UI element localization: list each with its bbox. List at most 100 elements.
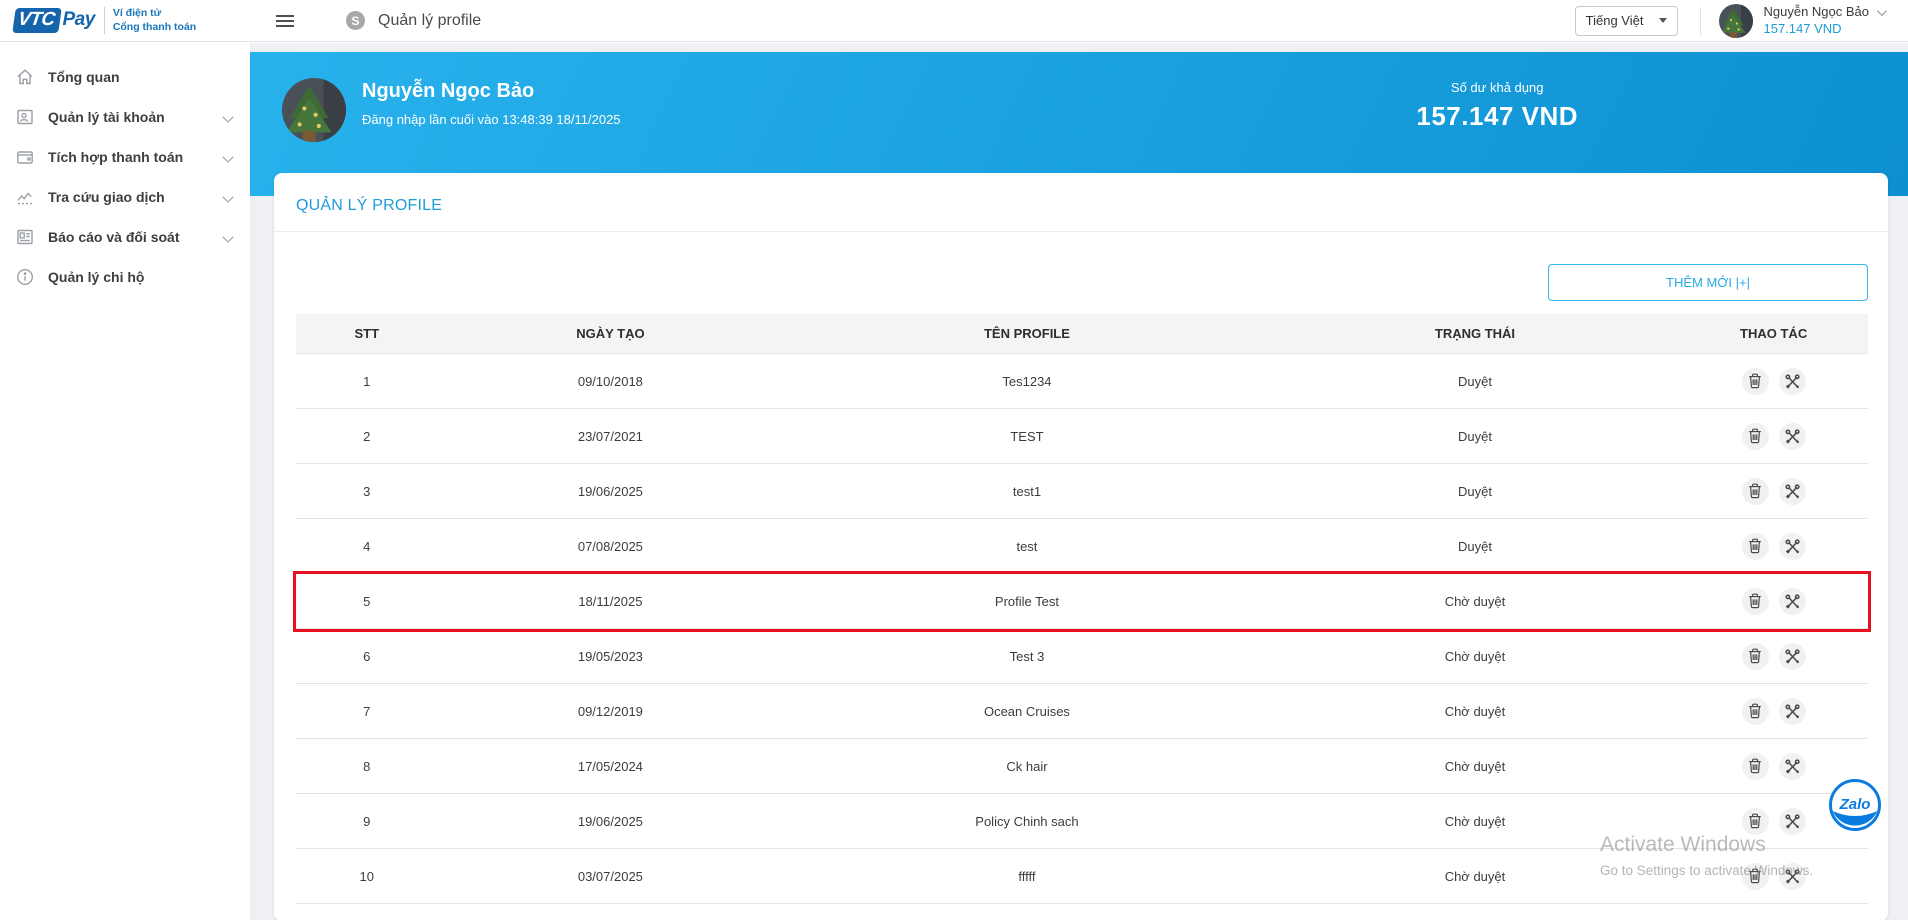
language-selector[interactable]: Tiếng Việt [1574, 5, 1679, 36]
cell-status: Chờ duyệt [1444, 758, 1506, 774]
cell-stt: 7 [363, 703, 371, 719]
cell-date-created: 09/12/2019 [577, 703, 643, 719]
tools-icon [1785, 758, 1800, 774]
table-row: 9 19/06/2025 Policy Chinh sach Chờ duyệt [296, 794, 1868, 849]
vtcpay-logo[interactable]: VTC Pay Ví điện tử Cổng thanh toán [0, 7, 250, 34]
sidebar-item-reports-reconciliation[interactable]: Báo cáo và đối soát [0, 217, 250, 257]
cell-date-created: 18/11/2025 [578, 593, 643, 609]
sidebar: Tổng quan Quản lý tài khoản Tích hợp tha… [0, 43, 250, 920]
tools-icon [1785, 483, 1800, 499]
cell-date-created: 23/07/2021 [577, 428, 643, 444]
profile-table: STT NGÀY TẠO TÊN PROFILE TRẠNG THÁI THAO… [296, 314, 1868, 904]
tools-icon [1785, 593, 1800, 609]
trash-icon [1749, 538, 1761, 554]
cell-actions [1679, 532, 1868, 560]
cell-profile-name: Test 3 [1009, 648, 1045, 664]
user-menu[interactable]: Nguyễn Ngọc Bảo 157.147 VND [1763, 3, 1887, 38]
delete-button[interactable] [1741, 477, 1769, 505]
cell-status: Duyệt [1457, 538, 1492, 554]
cell-stt: 9 [363, 813, 371, 829]
sidebar-item-account-management[interactable]: Quản lý tài khoản [0, 97, 250, 137]
delete-button[interactable] [1741, 367, 1769, 395]
cell-stt: 2 [363, 428, 371, 444]
delete-button[interactable] [1741, 422, 1769, 450]
user-banner: Nguyễn Ngọc Bảo Đăng nhập lần cuối vào 1… [250, 52, 1908, 196]
cell-profile-name: Tes1234 [1002, 373, 1052, 389]
language-selected-label: Tiếng Việt [1585, 13, 1644, 28]
tools-icon [1785, 428, 1800, 444]
header-stt: STT [354, 326, 380, 341]
user-name: Nguyễn Ngọc Bảo [1763, 3, 1869, 19]
table-row: 1 09/10/2018 Tes1234 Duyệt [296, 354, 1868, 409]
cell-date-created: 17/05/2024 [577, 758, 643, 774]
edit-tools-button[interactable] [1778, 752, 1806, 780]
chevron-down-icon [222, 191, 234, 203]
cell-stt: 1 [363, 373, 371, 389]
edit-tools-button[interactable] [1778, 422, 1806, 450]
sidebar-item-overview[interactable]: Tổng quan [0, 57, 250, 97]
cell-status: Chờ duyệt [1444, 813, 1506, 829]
cell-date-created: 19/06/2025 [577, 483, 643, 499]
divider [274, 231, 1888, 232]
delete-button[interactable] [1741, 587, 1769, 615]
table-row: 6 19/05/2023 Test 3 Chờ duyệt [296, 629, 1868, 684]
edit-tools-button[interactable] [1778, 862, 1806, 890]
cell-actions [1679, 587, 1868, 615]
delete-button[interactable] [1741, 752, 1769, 780]
table-row: 8 17/05/2024 Ck hair Chờ duyệt [296, 739, 1868, 794]
header-status: TRẠNG THÁI [1434, 326, 1516, 341]
header-actions: THAO TÁC [1740, 326, 1808, 341]
avatar-photo [282, 78, 346, 142]
tools-icon [1785, 648, 1800, 664]
balance-value: 157.147 VND [1416, 101, 1578, 131]
tools-icon [1785, 373, 1800, 389]
report-icon [14, 227, 36, 247]
sidebar-item-transaction-lookup[interactable]: Tra cứu giao dịch [0, 177, 250, 217]
delete-button[interactable] [1741, 642, 1769, 670]
line-chart-icon [14, 187, 36, 207]
cell-stt: 6 [363, 648, 371, 664]
delete-button[interactable] [1741, 532, 1769, 560]
account-card-icon [14, 107, 36, 127]
cell-status: Chờ duyệt [1444, 868, 1506, 884]
delete-button[interactable] [1741, 697, 1769, 725]
edit-tools-button[interactable] [1778, 697, 1806, 725]
cell-status: Duyệt [1457, 428, 1492, 444]
cell-stt: 4 [363, 538, 371, 554]
page-title: Quản lý profile [378, 11, 482, 29]
sidebar-item-disbursement-management[interactable]: Quản lý chi hộ [0, 257, 250, 297]
sidebar-item-payment-integration[interactable]: Tích hợp thanh toán [0, 137, 250, 177]
edit-tools-button[interactable] [1778, 367, 1806, 395]
topbar-divider [1700, 6, 1702, 35]
edit-tools-button[interactable] [1778, 807, 1806, 835]
edit-tools-button[interactable] [1778, 477, 1806, 505]
delete-button[interactable] [1741, 807, 1769, 835]
trash-icon [1749, 703, 1761, 719]
cell-profile-name: Ck hair [1006, 758, 1048, 774]
tools-icon [1785, 538, 1800, 554]
zalo-label: Zalo [1839, 796, 1871, 813]
cell-date-created: 19/06/2025 [577, 813, 643, 829]
table-row: 4 07/08/2025 test Duyệt [296, 519, 1868, 574]
avatar[interactable] [1719, 3, 1754, 38]
zalo-floating-button[interactable]: Zalo [1828, 778, 1882, 832]
cell-date-created: 07/08/2025 [577, 538, 643, 554]
cell-date-created: 03/07/2025 [577, 868, 643, 884]
edit-tools-button[interactable] [1778, 642, 1806, 670]
user-balance: 157.147 VND [1763, 20, 1842, 36]
edit-tools-button[interactable] [1778, 587, 1806, 615]
trash-icon [1749, 813, 1761, 829]
vtcpay-logo-mark: VTC Pay [12, 8, 95, 33]
logo-vtc-text: VTC [12, 8, 62, 33]
banner-last-login: Đăng nhập lần cuối vào 13:48:39 18/11/20… [362, 112, 621, 127]
chevron-down-icon [222, 231, 234, 243]
delete-button[interactable] [1741, 862, 1769, 890]
edit-tools-button[interactable] [1778, 532, 1806, 560]
avatar [282, 78, 346, 142]
trash-icon [1749, 373, 1761, 389]
add-new-button[interactable]: THÊM MỚI |+| [1548, 264, 1868, 301]
table-row: 5 18/11/2025 Profile Test Chờ duyệt [296, 574, 1868, 629]
hamburger-menu-icon[interactable] [272, 8, 298, 34]
trash-icon [1749, 483, 1761, 499]
cell-actions [1679, 697, 1868, 725]
